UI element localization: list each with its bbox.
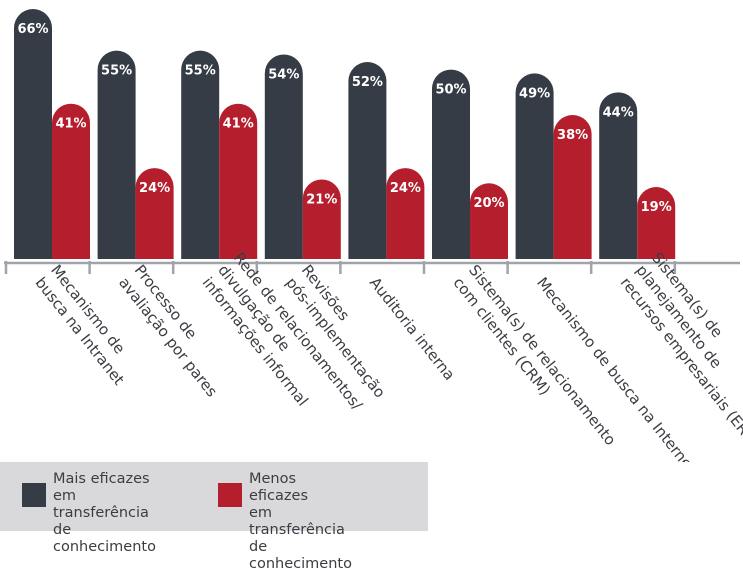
x-axis [4,261,740,274]
legend-label-more-effective: Mais eficazes em transferência de conhec… [53,471,156,555]
bar-chart: 66% 41% 55% 24% 55% 41% 54% 21% 52% 24% 50% 20% 49% 3… [4,9,743,462]
bar-s1-4 [264,54,303,259]
bar-s1-1 [14,9,52,259]
data-label-s2-7: 38% [557,128,588,143]
data-label-s2-3: 41% [223,117,254,132]
data-label-s1-8: 44% [603,105,634,120]
legend-swatch-less-effective [218,483,242,507]
bar-s2-6 [470,183,508,259]
data-label-s2-2: 24% [139,181,170,196]
bar-s1-2 [97,50,136,260]
bar-s2-7 [553,115,592,259]
data-label-s2-5: 24% [390,181,421,196]
bar-s2-3 [219,103,258,259]
bar-s2-4 [302,179,341,259]
bar-s2-5 [386,168,425,259]
category-label-5: Auditoria interna [366,274,459,384]
legend-swatch-more-effective [22,483,46,507]
data-label-s1-1: 66% [17,22,48,37]
bar-s1-5 [348,62,387,259]
data-label-s1-3: 55% [185,64,216,79]
legend: Mais eficazes em transferência de conhec… [0,462,428,572]
bar-s2-2 [135,168,174,259]
category-label-8: Sistema(s) deplanejamento derecursos emp… [617,249,743,450]
data-label-s2-4: 21% [306,192,337,207]
category-labels: Mecanismo debusca na Intranet Processo de… [31,249,743,462]
data-label-s1-7: 49% [519,86,550,101]
bar-s2-1 [52,103,90,260]
data-label-s1-5: 52% [352,75,383,90]
bar-s2-8 [637,187,676,259]
bars-group: 66% 41% 55% 24% 55% 41% 54% 21% 52% 24% 50% 20% 49% 3… [14,9,676,260]
data-label-s1-4: 54% [268,67,299,82]
bar-s1-3 [181,50,220,260]
data-label-s2-6: 20% [473,196,504,211]
bar-s1-6 [432,69,470,259]
data-label-s1-6: 50% [435,83,466,98]
legend-label-less-effective: Menos eficazes em transferência de conhe… [249,471,352,572]
data-label-s2-1: 41% [55,117,86,132]
data-label-s1-2: 55% [101,64,132,79]
bar-s1-7 [515,73,554,259]
data-label-s2-8: 19% [641,200,672,215]
bar-s1-8 [599,92,638,259]
